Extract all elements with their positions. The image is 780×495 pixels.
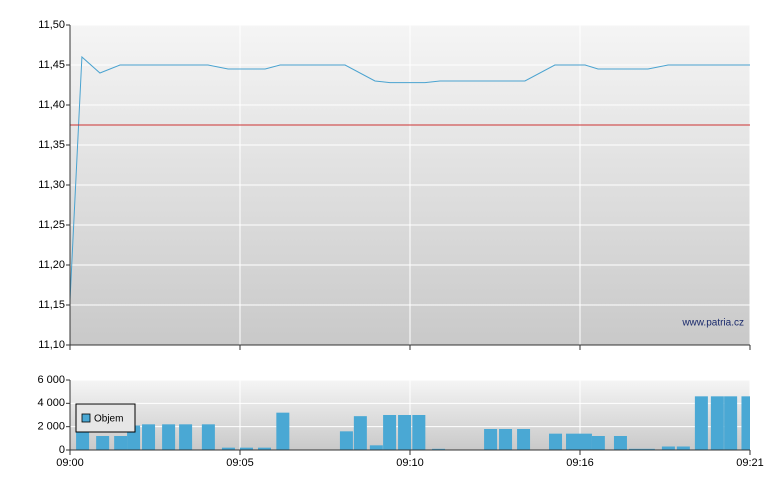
volume-bar (142, 424, 156, 450)
volume-bar (339, 431, 353, 450)
legend-swatch (81, 413, 91, 423)
volume-bar (276, 412, 290, 450)
volume-bar (96, 436, 110, 450)
y-tick-label: 11,10 (38, 339, 65, 351)
volume-bar (578, 433, 592, 450)
volume-bar (591, 436, 605, 450)
y-tick-label: 11,20 (38, 259, 65, 271)
volume-bar (710, 396, 724, 450)
y-tick-label: 11,30 (38, 179, 65, 191)
volume-bar (412, 415, 426, 450)
y-tick-label: 2 000 (37, 421, 65, 433)
volume-bar (694, 396, 708, 450)
y-tick-label: 11,25 (38, 219, 65, 231)
y-tick-label: 4 000 (37, 397, 65, 409)
volume-bar (221, 447, 235, 450)
price-line (69, 55, 750, 301)
volume-bar (641, 448, 655, 450)
legend-label: Objem (94, 414, 123, 425)
y-tick-label: 11,35 (38, 139, 65, 151)
y-tick-label: 11,45 (38, 59, 65, 71)
volume-bar (566, 433, 580, 450)
y-tick-label: 11,40 (38, 99, 65, 111)
volume-bar (201, 424, 215, 450)
volume-bar (369, 445, 383, 450)
x-tick-label: 09:05 (226, 457, 254, 469)
volume-bar (484, 429, 498, 450)
volume-bar (741, 396, 750, 450)
volume-bar (661, 446, 675, 450)
volume-bar (724, 396, 738, 450)
volume-bar (499, 429, 513, 450)
volume-bar (613, 436, 627, 450)
x-tick-label: 09:21 (736, 457, 764, 469)
volume-bar (628, 448, 642, 450)
volume-bar (398, 415, 412, 450)
watermark: www.patria.cz (681, 318, 744, 329)
x-tick-label: 09:16 (566, 457, 594, 469)
volume-bar (239, 447, 253, 450)
x-tick-label: 09:00 (56, 457, 84, 469)
volume-bar (114, 436, 128, 450)
volume-bar (676, 446, 690, 450)
x-tick-label: 09:10 (396, 457, 424, 469)
volume-bar (162, 424, 176, 450)
volume-bar (257, 447, 271, 450)
y-tick-label: 11,15 (38, 299, 65, 311)
volume-bar (432, 448, 446, 450)
volume-bar (353, 416, 367, 450)
y-tick-label: 11,50 (38, 19, 65, 31)
bars (76, 396, 750, 450)
y-tick-label: 0 (59, 444, 65, 456)
volume-bar (383, 415, 397, 450)
volume-bar (549, 433, 563, 450)
volume-bar (179, 424, 193, 450)
volume-bar (517, 429, 531, 450)
y-tick-label: 6 000 (37, 374, 65, 386)
